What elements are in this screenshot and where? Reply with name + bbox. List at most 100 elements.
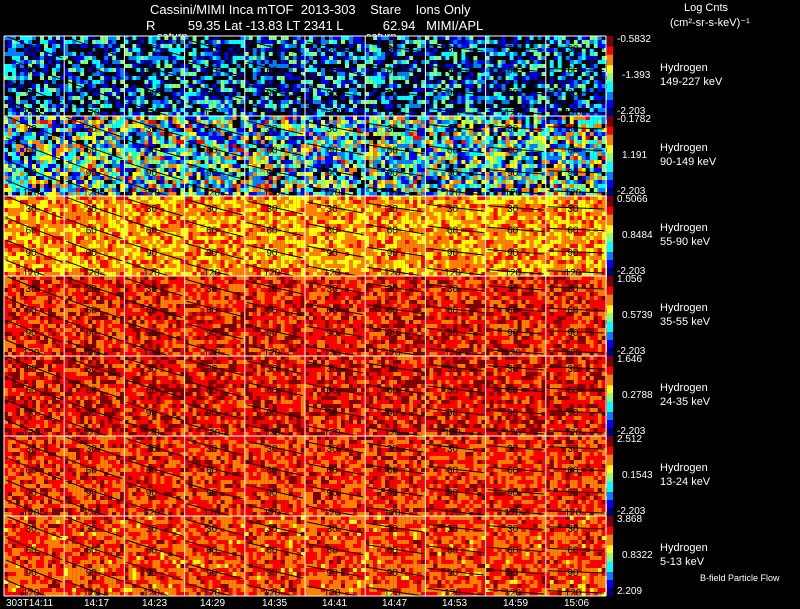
pixel (100, 84, 105, 88)
pixel (100, 140, 105, 144)
contour-line (66, 138, 123, 160)
pixel (421, 88, 426, 92)
pixel (449, 48, 454, 52)
pixel (68, 40, 73, 44)
pixel (561, 72, 566, 76)
pixel (292, 144, 297, 148)
pixel (389, 92, 394, 96)
pixel (573, 104, 578, 108)
pixel (329, 36, 333, 40)
pixel (284, 104, 289, 108)
pixel (445, 104, 450, 108)
pixel (224, 56, 229, 60)
pixel (56, 40, 60, 44)
pixel (192, 168, 197, 172)
pixel (4, 40, 8, 44)
pixel (36, 68, 40, 72)
pixel (16, 180, 20, 184)
pixel (100, 168, 105, 172)
pixel (345, 84, 349, 88)
pixel (28, 96, 32, 100)
pixel (397, 80, 402, 84)
pixel (296, 184, 301, 188)
pixel (296, 56, 301, 60)
pixel (296, 92, 301, 96)
pixel (128, 96, 133, 100)
pixel (268, 188, 273, 192)
pixel (212, 96, 217, 100)
pixel (349, 48, 353, 52)
pixel (393, 72, 398, 76)
pixel (36, 52, 40, 56)
pixel (341, 120, 345, 124)
pixel (577, 72, 582, 76)
pixel (296, 136, 301, 140)
pixel (417, 52, 422, 56)
pixel (200, 156, 205, 160)
pixel (80, 108, 85, 112)
pixel (581, 100, 586, 104)
pixel (116, 172, 121, 176)
pixel (132, 168, 137, 172)
colorbar-segment (607, 36, 613, 40)
pixel (565, 40, 570, 44)
pixel (76, 172, 81, 176)
pixel (505, 36, 510, 40)
pixel (565, 56, 570, 60)
pixel (212, 48, 217, 52)
pixel (208, 72, 213, 76)
pixel (377, 112, 382, 116)
pixel (104, 60, 109, 64)
contour-line (186, 83, 243, 100)
pixel (525, 72, 530, 76)
pixel (317, 48, 321, 52)
pixel (505, 60, 510, 64)
pixel (469, 80, 474, 84)
pixel (196, 112, 201, 116)
pixel (413, 72, 418, 76)
pixel (296, 40, 301, 44)
contour-label: 30 (327, 44, 339, 55)
pixel (272, 144, 277, 148)
pixel (168, 80, 173, 84)
pixel (76, 148, 81, 152)
pixel (313, 120, 317, 124)
pixel (284, 152, 289, 156)
pixel (104, 68, 109, 72)
pixel (361, 88, 365, 92)
pixel (80, 88, 85, 92)
pixel (184, 88, 189, 92)
pixel (192, 52, 197, 56)
pixel (585, 36, 590, 40)
pixel (4, 116, 8, 120)
pixel (409, 64, 414, 68)
pixel (421, 92, 426, 96)
pixel (228, 108, 233, 112)
pixel (501, 92, 506, 96)
pixel (317, 56, 321, 60)
pixel (232, 160, 237, 164)
pixel (196, 128, 201, 132)
pixel (96, 172, 101, 176)
pixel (337, 96, 341, 100)
pixel (200, 124, 205, 128)
pixel (337, 104, 341, 108)
pixel (313, 104, 317, 108)
pixel (341, 112, 345, 116)
pixel (329, 116, 333, 120)
pixel (68, 92, 73, 96)
pixel (509, 60, 514, 64)
pixel (477, 36, 482, 40)
pixel (248, 48, 253, 52)
pixel (288, 148, 293, 152)
pixel (68, 52, 73, 56)
pixel (128, 144, 133, 148)
pixel (513, 60, 518, 64)
pixel (196, 164, 201, 168)
pixel (8, 176, 12, 180)
pixel (232, 76, 237, 80)
pixel (529, 100, 534, 104)
pixel (425, 40, 430, 44)
pixel (296, 156, 301, 160)
pixel (541, 72, 546, 76)
